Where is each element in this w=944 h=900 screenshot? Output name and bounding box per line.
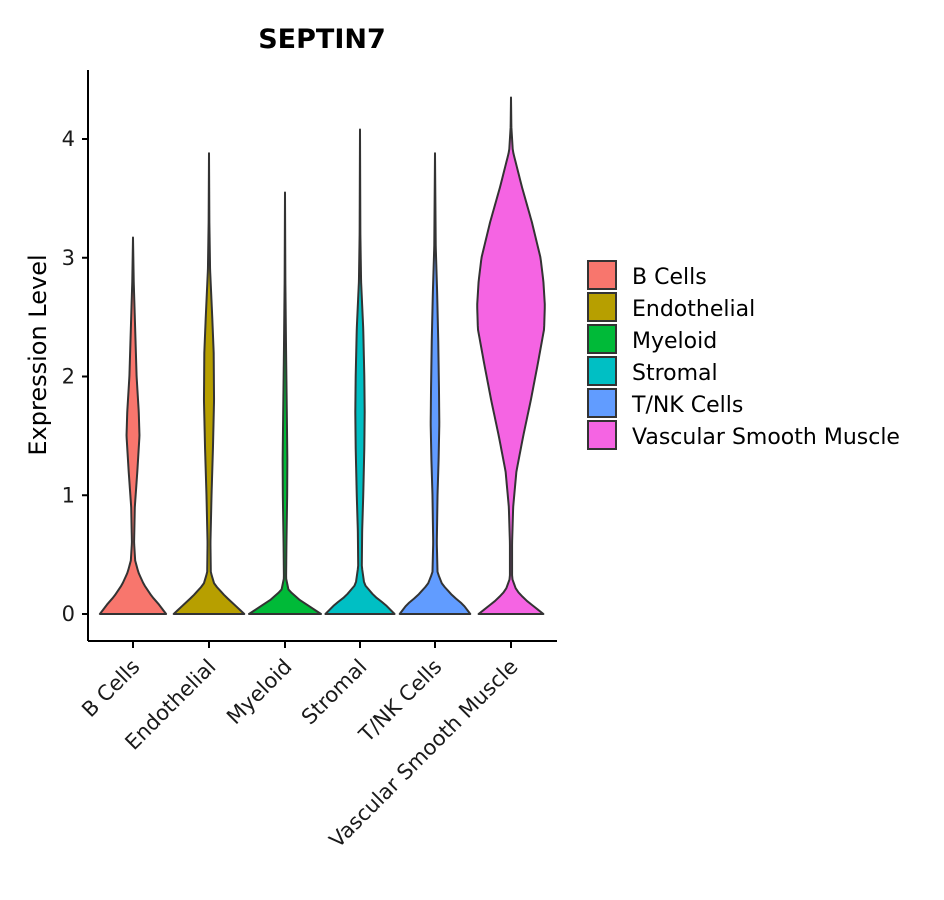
legend-swatch xyxy=(587,260,617,290)
legend-swatch xyxy=(587,292,617,322)
legend-label: Endothelial xyxy=(632,297,755,322)
y-tick-label: 2 xyxy=(62,365,75,389)
violin-endothelial xyxy=(172,152,246,615)
legend-swatch xyxy=(587,388,617,418)
y-tick-label: 0 xyxy=(62,602,75,626)
y-tick-label: 4 xyxy=(62,127,75,151)
legend-label: Myeloid xyxy=(632,329,717,354)
violin-t-nk-cells xyxy=(398,152,472,615)
y-axis-title: Expression Level xyxy=(24,254,52,455)
legend-swatch xyxy=(587,356,617,386)
violin-vascular-smooth-muscle xyxy=(476,96,546,615)
x-tick-label: Stromal xyxy=(297,655,372,730)
violin-stromal xyxy=(324,128,396,615)
violin-b-cells xyxy=(98,236,168,615)
legend-label: B Cells xyxy=(632,265,707,290)
legend-label: T/NK Cells xyxy=(631,393,743,418)
chart-title: SEPTIN7 xyxy=(258,24,386,55)
legend: B Cells Endothelial Myeloid Stromal T/NK Cel… xyxy=(587,260,900,450)
y-tick-label: 3 xyxy=(62,246,75,270)
legend-label: Vascular Smooth Muscle xyxy=(632,425,900,450)
y-axis-ticks: 0 1 2 3 4 xyxy=(62,127,88,626)
x-tick-label: Myeloid xyxy=(222,655,296,729)
y-tick-label: 1 xyxy=(62,483,75,507)
legend-swatch xyxy=(587,420,617,450)
x-tick-label: B Cells xyxy=(77,655,144,722)
legend-swatch xyxy=(587,324,617,354)
legend-label: Stromal xyxy=(632,361,718,386)
violin-group xyxy=(98,96,546,615)
violin-myeloid xyxy=(248,191,322,615)
